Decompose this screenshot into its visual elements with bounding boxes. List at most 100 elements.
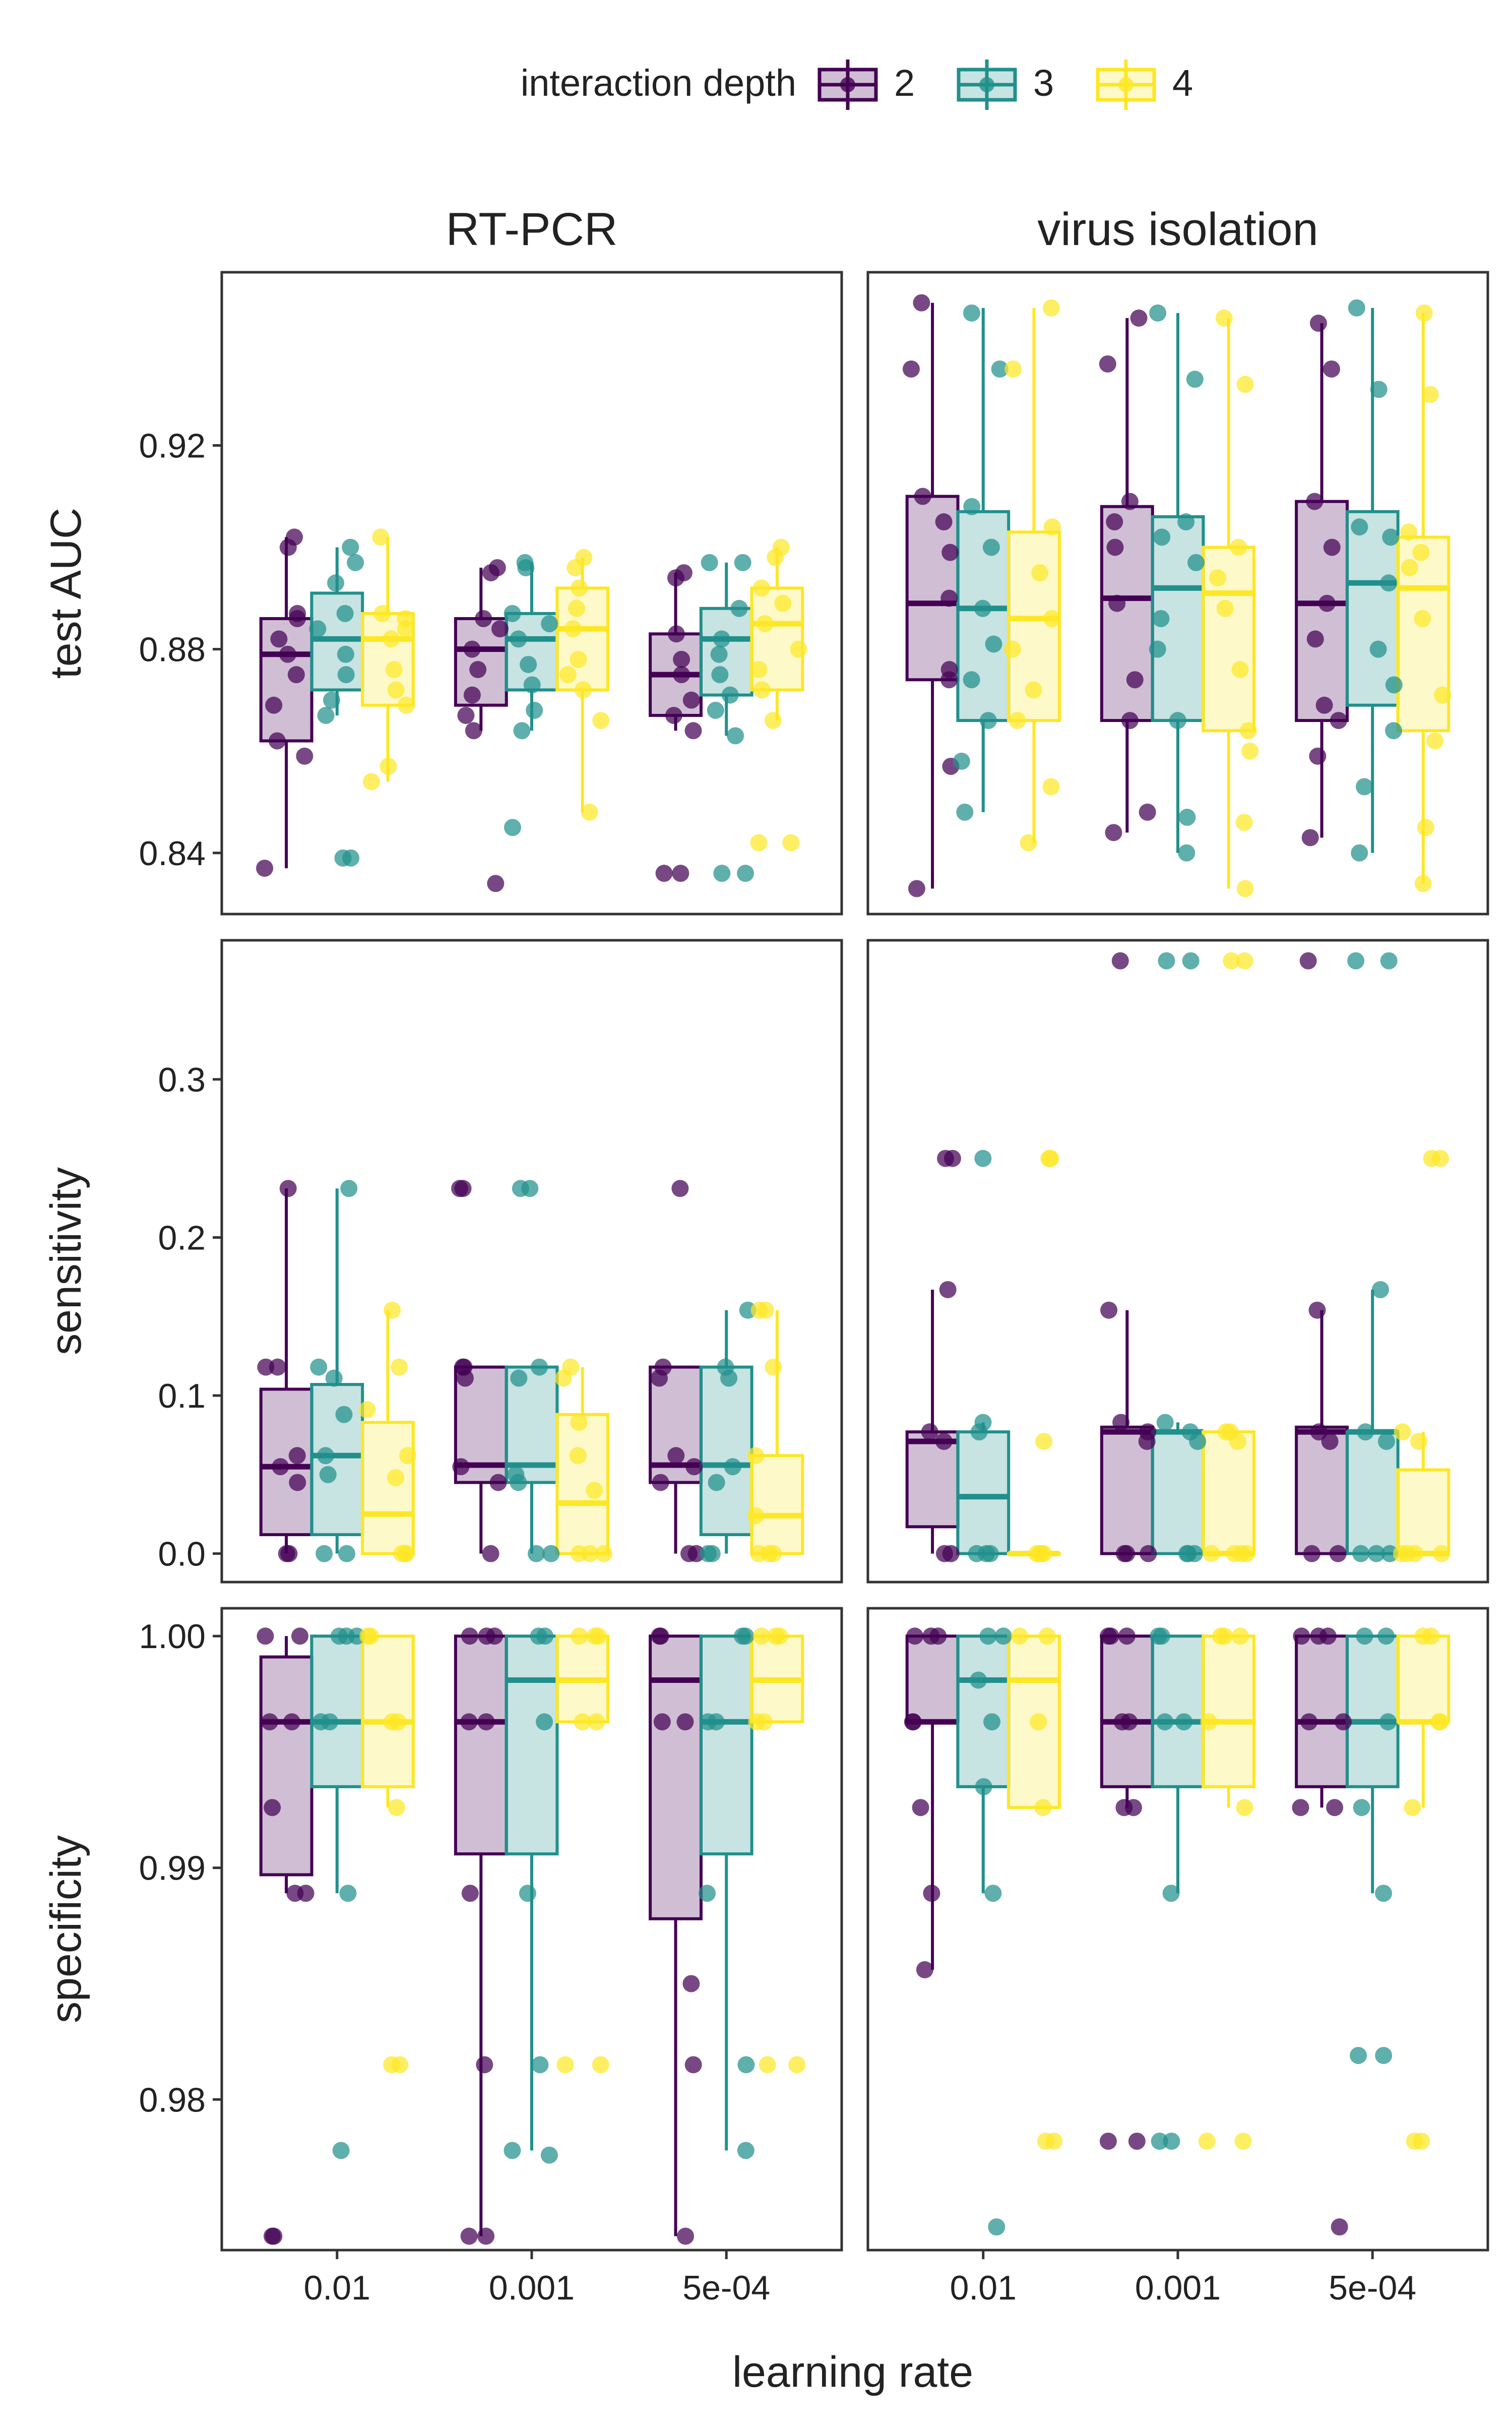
data-point xyxy=(1187,554,1205,571)
box-iqr xyxy=(1202,1635,1256,1788)
boxplot-0-001-depth-3 xyxy=(505,1365,559,1554)
data-point xyxy=(1335,1713,1352,1731)
data-point xyxy=(380,758,397,775)
data-point xyxy=(265,696,283,714)
data-point xyxy=(983,1713,1001,1731)
legend-title: interaction depth xyxy=(521,62,796,104)
data-point xyxy=(1301,829,1319,846)
data-point xyxy=(1370,381,1388,398)
panel-sensitivity-virus-isolation xyxy=(866,939,1489,1584)
data-point xyxy=(1377,1627,1395,1645)
data-point xyxy=(488,559,506,576)
box-iqr xyxy=(1100,1635,1154,1788)
data-point xyxy=(713,865,731,882)
legend-label-3: 3 xyxy=(1033,62,1054,104)
data-point xyxy=(672,865,689,882)
boxplot-0-001-depth-3 xyxy=(505,1635,559,2151)
data-point xyxy=(1310,1423,1328,1441)
data-point xyxy=(956,803,974,821)
data-point xyxy=(588,1713,605,1731)
legend-label-2: 2 xyxy=(894,62,915,104)
data-point xyxy=(1156,1414,1174,1431)
data-point xyxy=(568,599,585,617)
data-point xyxy=(1121,493,1139,510)
y-tick-label: 0.84 xyxy=(139,834,206,873)
data-point xyxy=(1414,1627,1432,1645)
data-point xyxy=(975,1778,992,1795)
data-point xyxy=(1432,1150,1450,1167)
data-point xyxy=(317,706,335,724)
data-point xyxy=(342,538,359,556)
data-point xyxy=(1351,844,1368,862)
data-point xyxy=(332,2142,350,2159)
data-point xyxy=(1303,1545,1320,1562)
data-point xyxy=(562,1358,580,1376)
data-point xyxy=(536,1713,553,1731)
data-point xyxy=(358,1401,376,1419)
data-point xyxy=(1099,2133,1117,2150)
box-iqr xyxy=(1295,1635,1349,1788)
data-point xyxy=(289,604,306,622)
data-point xyxy=(540,2146,558,2164)
data-point xyxy=(1200,1713,1218,1731)
boxplot-0-01-depth-3 xyxy=(310,547,364,715)
data-point xyxy=(287,666,305,684)
data-point xyxy=(325,1369,343,1387)
boxplot-0-001-depth-4 xyxy=(1202,1430,1256,1557)
data-point xyxy=(321,1713,339,1731)
data-point xyxy=(710,645,728,663)
data-point xyxy=(764,712,782,730)
data-point xyxy=(460,1713,478,1731)
data-point xyxy=(531,2056,549,2074)
data-point xyxy=(1153,528,1171,546)
data-point xyxy=(477,2227,495,2245)
data-point xyxy=(1226,1545,1243,1562)
facet-strip-rt-pcr: RT-PCR xyxy=(446,204,618,255)
y-tick-label: 1.00 xyxy=(139,1617,206,1656)
data-point xyxy=(988,2218,1005,2236)
data-point xyxy=(503,819,521,836)
data-point xyxy=(397,696,415,714)
data-point xyxy=(914,488,931,505)
x-tick-label: 0.001 xyxy=(1135,2269,1221,2307)
data-point xyxy=(1430,1713,1448,1731)
data-point xyxy=(1130,309,1148,327)
data-point xyxy=(1323,538,1341,556)
data-point xyxy=(362,773,380,791)
data-point xyxy=(257,1627,274,1645)
data-point xyxy=(1375,2046,1393,2064)
data-point xyxy=(753,1627,771,1645)
y-tick-label: 0.99 xyxy=(139,1849,206,1888)
data-point xyxy=(707,701,724,719)
data-point xyxy=(699,1545,717,1562)
data-point xyxy=(330,1627,348,1645)
data-point xyxy=(516,554,534,571)
data-point xyxy=(339,1885,357,1902)
data-point xyxy=(1308,1301,1326,1319)
data-point xyxy=(935,513,953,531)
data-point xyxy=(309,620,327,638)
data-point xyxy=(676,1713,694,1731)
data-point xyxy=(1353,1799,1370,1817)
data-point xyxy=(974,1150,992,1167)
data-point xyxy=(469,661,487,679)
y-tick-label: 0.3 xyxy=(158,1061,206,1099)
data-point xyxy=(1198,2133,1216,2150)
data-point xyxy=(461,1885,479,1902)
data-point xyxy=(1231,1627,1249,1645)
data-point xyxy=(790,640,807,658)
data-point xyxy=(1394,1423,1411,1441)
data-point xyxy=(1234,2133,1252,2150)
data-point xyxy=(1382,528,1400,546)
data-point xyxy=(1433,1545,1451,1562)
data-point xyxy=(1385,722,1403,740)
data-point xyxy=(708,1474,725,1491)
data-point xyxy=(753,579,771,597)
data-point xyxy=(1367,1545,1385,1562)
data-point xyxy=(1318,594,1336,612)
data-point xyxy=(460,2227,478,2245)
data-point xyxy=(1179,1545,1197,1562)
data-point xyxy=(1356,778,1373,796)
data-point xyxy=(1043,610,1061,628)
